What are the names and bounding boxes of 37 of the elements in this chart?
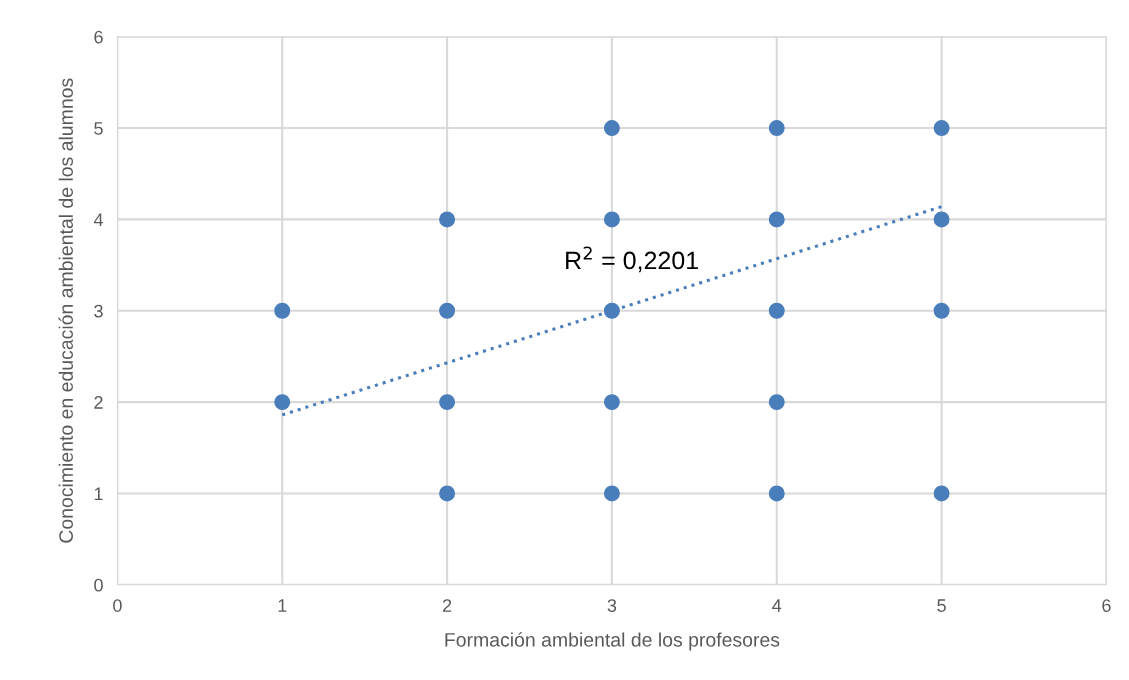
- point: [439, 394, 456, 411]
- annotation: R$^{2}$ = 0,2201: [566, 246, 698, 273]
- point: [768, 485, 785, 502]
- y-tick-label: 6: [94, 30, 103, 44]
- x-tick-label: 5: [937, 599, 946, 612]
- point: [603, 485, 620, 502]
- y-tick-label: 1: [94, 487, 103, 500]
- y-tick-label: 0: [94, 578, 103, 592]
- point: [439, 485, 456, 502]
- point: [603, 120, 620, 137]
- point: [439, 302, 456, 319]
- point: [274, 302, 291, 319]
- point: [768, 394, 785, 411]
- y-tick-label: 4: [93, 213, 103, 226]
- y-tick-label: 5: [94, 122, 103, 135]
- x-tick-label: 4: [772, 599, 782, 612]
- y-tick-label: 3: [94, 304, 103, 318]
- point: [603, 394, 620, 411]
- x-tick-label: 3: [607, 599, 617, 612]
- y-tick-label: 2: [94, 396, 103, 409]
- x-tick-label: 6: [1102, 599, 1111, 612]
- point: [933, 211, 950, 228]
- point: [768, 302, 785, 319]
- point: [768, 120, 785, 137]
- point: [439, 211, 456, 228]
- point: [768, 211, 785, 228]
- point: [603, 302, 620, 319]
- point: [274, 394, 291, 411]
- point: [933, 485, 950, 502]
- x-tick-label: 0: [113, 599, 122, 612]
- x-tick-label: 1: [278, 599, 287, 612]
- x-tick-label: 2: [442, 599, 452, 612]
- x-axis-title: Formación ambiental de los profesores: [445, 632, 780, 651]
- y-axis-title: Conocimiento en educación ambiental de los alumnos: [58, 78, 73, 543]
- point: [933, 120, 950, 137]
- point: [603, 211, 620, 228]
- point: [933, 302, 950, 319]
